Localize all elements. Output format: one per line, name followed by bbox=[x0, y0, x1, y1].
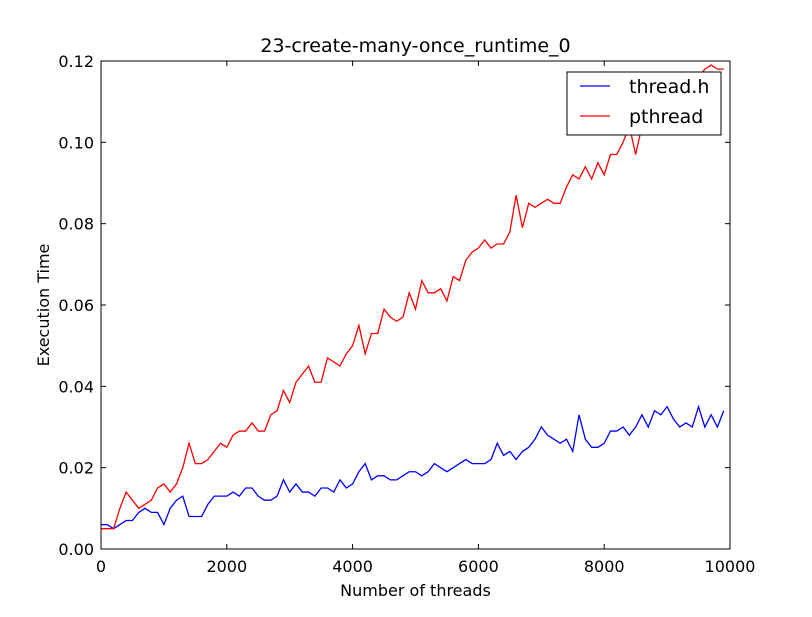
series-layer bbox=[101, 64, 725, 530]
series-line-thread-h bbox=[101, 404, 725, 530]
y-axis-label: Execution Time bbox=[34, 244, 53, 367]
legend-label-pthread: pthread bbox=[629, 106, 703, 128]
x-tick-label: 10000 bbox=[705, 557, 756, 576]
legend: thread.h pthread bbox=[566, 71, 722, 136]
series-line-pthread bbox=[101, 64, 724, 530]
y-tick-label: 0.06 bbox=[58, 296, 94, 315]
x-tick-label: 6000 bbox=[458, 557, 499, 576]
y-tick-label: 0.00 bbox=[58, 540, 94, 559]
x-tick-label: 4000 bbox=[332, 557, 373, 576]
legend-label-thread-h: thread.h bbox=[629, 76, 709, 98]
y-tick-label: 0.04 bbox=[58, 377, 94, 396]
tick-layer: 0 2000 4000 6000 8000 10000 0.00 0.02 0.04 0.06 0.… bbox=[58, 52, 755, 576]
chart-title: 23-create-many-once_runtime_0 bbox=[260, 35, 570, 57]
x-tick-label: 2000 bbox=[206, 557, 247, 576]
y-tick-label: 0.12 bbox=[58, 52, 94, 71]
x-axis-label: Number of threads bbox=[340, 581, 491, 600]
y-tick-label: 0.10 bbox=[58, 133, 94, 152]
y-tick-label: 0.08 bbox=[58, 215, 94, 234]
x-tick-label: 0 bbox=[96, 557, 106, 576]
y-tick-label: 0.02 bbox=[58, 459, 94, 478]
x-tick-label: 8000 bbox=[584, 557, 625, 576]
legend-frame bbox=[566, 71, 722, 136]
